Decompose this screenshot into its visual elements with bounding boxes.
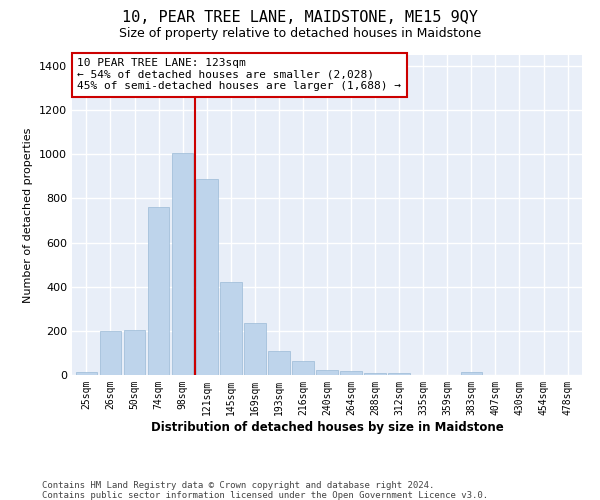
Bar xyxy=(388,373,410,375)
Bar xyxy=(220,282,242,375)
Bar xyxy=(172,153,193,375)
Text: 10, PEAR TREE LANE, MAIDSTONE, ME15 9QY: 10, PEAR TREE LANE, MAIDSTONE, ME15 9QY xyxy=(122,10,478,25)
Bar xyxy=(316,370,338,375)
Bar xyxy=(292,360,314,375)
Bar xyxy=(340,371,362,375)
Bar xyxy=(196,178,218,375)
Text: Contains public sector information licensed under the Open Government Licence v3: Contains public sector information licen… xyxy=(42,491,488,500)
Text: 10 PEAR TREE LANE: 123sqm
← 54% of detached houses are smaller (2,028)
45% of se: 10 PEAR TREE LANE: 123sqm ← 54% of detac… xyxy=(77,58,401,92)
Y-axis label: Number of detached properties: Number of detached properties xyxy=(23,128,34,302)
X-axis label: Distribution of detached houses by size in Maidstone: Distribution of detached houses by size … xyxy=(151,420,503,434)
Bar xyxy=(148,208,169,375)
Bar xyxy=(76,372,97,375)
Text: Size of property relative to detached houses in Maidstone: Size of property relative to detached ho… xyxy=(119,28,481,40)
Bar xyxy=(124,330,145,375)
Text: Contains HM Land Registry data © Crown copyright and database right 2024.: Contains HM Land Registry data © Crown c… xyxy=(42,481,434,490)
Bar xyxy=(244,323,266,375)
Bar xyxy=(268,351,290,375)
Bar xyxy=(461,372,482,375)
Bar xyxy=(100,331,121,375)
Bar xyxy=(364,373,386,375)
